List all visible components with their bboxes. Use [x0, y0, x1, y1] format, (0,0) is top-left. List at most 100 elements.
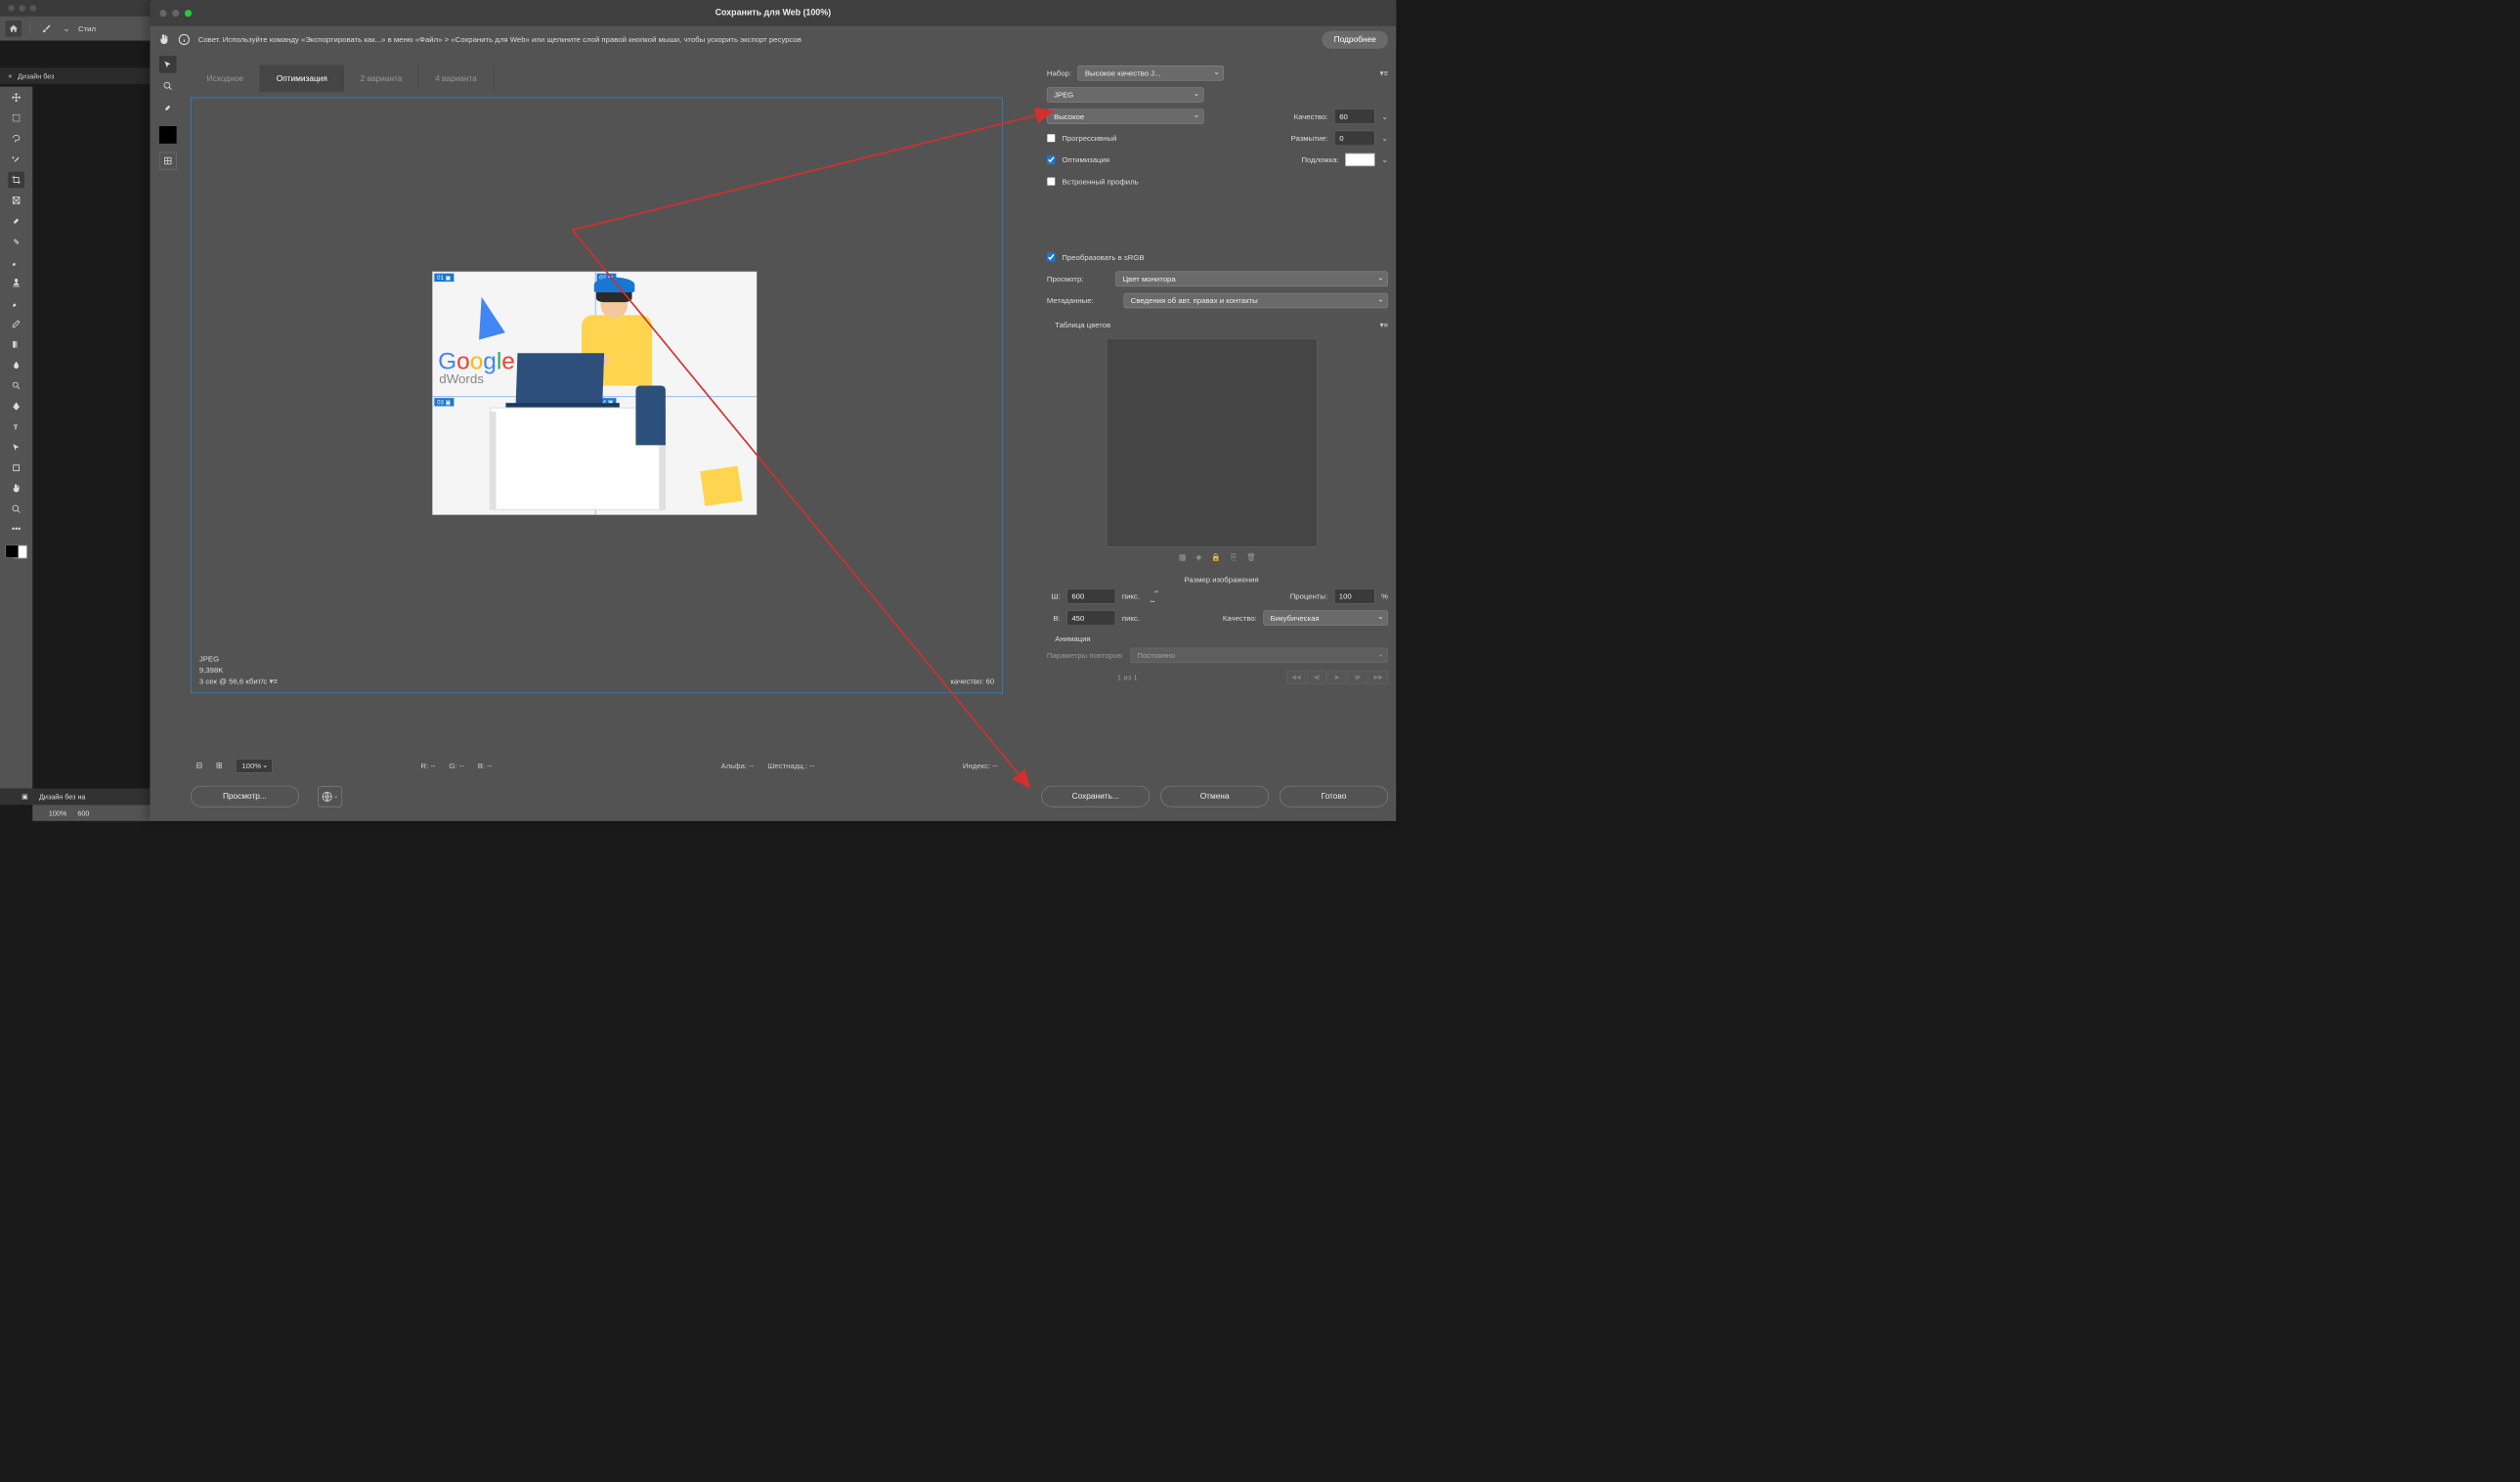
path-select-tool[interactable]	[8, 439, 24, 456]
dialog-footer: Просмотр... ⌄ Сохранить... Отмена Готово	[191, 781, 1388, 810]
eraser-tool[interactable]	[8, 316, 24, 332]
blur-input[interactable]	[1334, 131, 1375, 147]
progressive-checkbox[interactable]	[1047, 134, 1056, 143]
host-maximize[interactable]	[29, 5, 36, 12]
metadata-select[interactable]: Сведения об авт. правах и контакты	[1124, 293, 1388, 309]
preview-viewport[interactable]: 01 ▣ 02 ▣ 03 ▣ 04 ▣ Google dWords	[191, 98, 1003, 693]
dialog-minimize[interactable]	[172, 10, 179, 17]
type-tool[interactable]: T	[8, 418, 24, 435]
host-toolbar-style[interactable]: Стил	[78, 24, 96, 33]
lasso-tool[interactable]	[8, 131, 24, 148]
ct-lock-icon[interactable]: 🔒	[1211, 552, 1221, 561]
loop-select: Постоянно	[1130, 648, 1388, 664]
eyedropper-tool[interactable]	[8, 213, 24, 230]
marquee-tool[interactable]	[8, 109, 24, 126]
dialog-close[interactable]	[159, 10, 166, 17]
history-brush-tool[interactable]	[8, 295, 24, 312]
host-minimize[interactable]	[19, 5, 25, 12]
blur-tool[interactable]	[8, 357, 24, 373]
matte-swatch[interactable]	[1345, 153, 1374, 166]
save-for-web-dialog: Сохранить для Web (100%) Совет. Использу…	[150, 0, 1396, 821]
preset-menu-icon[interactable]: ▾≡	[1379, 68, 1387, 77]
zoom-tool-host[interactable]	[8, 501, 24, 517]
move-tool[interactable]	[8, 89, 24, 106]
zoom-tool[interactable]	[159, 77, 177, 95]
more-tools[interactable]: •••	[8, 522, 24, 539]
height-input[interactable]	[1066, 610, 1115, 626]
frame-tool[interactable]	[8, 193, 24, 209]
slice-visibility-toggle[interactable]	[159, 153, 177, 170]
gradient-tool[interactable]	[8, 336, 24, 353]
tab-2up[interactable]: 2 варианта	[344, 65, 418, 92]
w-label: Ш:	[1047, 592, 1061, 601]
host-zoom[interactable]: 100%	[49, 808, 66, 816]
quality-stepper-icon[interactable]: ⌄	[1381, 111, 1388, 120]
zoom-select[interactable]: 100%	[236, 759, 273, 772]
tip-bar: Совет. Используйте команду «Экспортирова…	[150, 26, 1396, 54]
host-tab[interactable]: × Дизайн без	[0, 71, 63, 79]
stamp-tool[interactable]	[8, 275, 24, 291]
animation-heading: Анимация	[1055, 634, 1388, 643]
tip-more-button[interactable]: Подробнее	[1322, 30, 1387, 48]
brush-tool[interactable]	[8, 254, 24, 271]
blur-label: Размытие:	[1291, 134, 1328, 143]
info-icon	[178, 33, 190, 45]
browser-preview-button[interactable]: ⌄	[318, 786, 342, 806]
percent-input[interactable]	[1334, 588, 1375, 604]
embed-profile-label: Встроенный профиль	[1062, 177, 1138, 186]
dodge-tool[interactable]	[8, 377, 24, 394]
optimize-checkbox[interactable]	[1047, 155, 1056, 164]
hand-tool-icon[interactable]	[158, 33, 170, 45]
anim-play: ▶	[1327, 671, 1346, 684]
preview-canvas: 01 ▣ 02 ▣ 03 ▣ 04 ▣ Google dWords	[432, 272, 757, 515]
format-select[interactable]: JPEG	[1047, 87, 1204, 103]
preset-select[interactable]: Высокое качество J...	[1078, 65, 1225, 81]
host-close[interactable]	[8, 5, 15, 12]
quality-input[interactable]	[1334, 109, 1375, 124]
hand-tool[interactable]	[8, 480, 24, 497]
preview-illustration: Google dWords	[433, 272, 757, 514]
cancel-button[interactable]: Отмена	[1160, 786, 1269, 807]
preview-select[interactable]: Цвет монитора	[1115, 272, 1388, 287]
pointer-tool[interactable]	[159, 56, 177, 73]
ct-new-icon[interactable]: ⎘	[1231, 552, 1237, 561]
tab-4up[interactable]: 4 варианта	[418, 65, 493, 92]
heal-tool[interactable]	[8, 234, 24, 250]
color-table[interactable]	[1107, 338, 1318, 546]
save-button[interactable]: Сохранить...	[1041, 786, 1150, 807]
ct-grid-icon[interactable]: ▦	[1179, 552, 1186, 561]
srgb-checkbox[interactable]	[1047, 253, 1056, 262]
info-menu-icon[interactable]: ▾≡	[269, 677, 277, 686]
readout-r: R: --	[420, 762, 435, 770]
tab-optimized[interactable]: Оптимизация	[260, 65, 344, 92]
home-button[interactable]	[6, 21, 22, 37]
dialog-maximize[interactable]	[185, 10, 192, 17]
eyedropper-tool-dlg[interactable]	[159, 99, 177, 116]
quality-label: Качество:	[1294, 112, 1328, 121]
shape-tool[interactable]	[8, 459, 24, 476]
link-icon[interactable]: ⎵⎴	[1151, 590, 1158, 602]
matte-dropdown-icon[interactable]: ⌄	[1381, 155, 1388, 164]
readout-alpha: Альфа: --	[721, 762, 755, 770]
resample-select[interactable]: Бикубическая	[1263, 610, 1387, 626]
tab-close-icon[interactable]: ×	[8, 71, 12, 79]
ct-cube-icon[interactable]: ◈	[1195, 552, 1201, 561]
pen-tool[interactable]	[8, 398, 24, 414]
crop-tool[interactable]	[8, 172, 24, 189]
plus-icon[interactable]: ⊞	[216, 761, 223, 769]
ct-trash-icon[interactable]: 🗑	[1246, 552, 1256, 561]
blur-stepper-icon[interactable]: ⌄	[1381, 134, 1388, 143]
fg-bg-swatch[interactable]	[6, 545, 27, 566]
embed-profile-checkbox[interactable]	[1047, 177, 1056, 186]
eyedropper-color[interactable]	[159, 126, 177, 144]
quality-preset-select[interactable]: Высокое	[1047, 109, 1204, 124]
done-button[interactable]: Готово	[1280, 786, 1388, 807]
loop-label: Параметры повторов:	[1047, 651, 1124, 660]
width-input[interactable]	[1066, 588, 1115, 604]
wand-tool[interactable]	[8, 152, 24, 168]
preview-label: Просмотр:	[1047, 275, 1109, 283]
tab-original[interactable]: Исходное	[191, 65, 260, 92]
preview-button[interactable]: Просмотр...	[191, 786, 299, 807]
colortable-menu-icon[interactable]: ▾≡	[1379, 321, 1387, 329]
minus-icon[interactable]: ⊟	[196, 761, 203, 769]
